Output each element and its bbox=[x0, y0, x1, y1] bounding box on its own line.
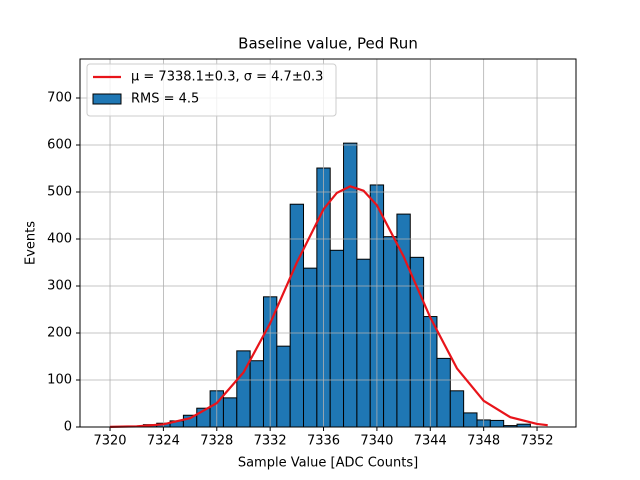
chart-title: Baseline value, Ped Run bbox=[238, 35, 418, 53]
legend-box bbox=[86, 63, 337, 117]
bar bbox=[356, 258, 371, 428]
y-tick-label: 700 bbox=[47, 91, 72, 106]
bar bbox=[249, 360, 264, 428]
y-tick-label: 600 bbox=[47, 138, 72, 153]
x-tick-label: 7340 bbox=[360, 434, 393, 449]
y-tick-label: 400 bbox=[47, 232, 72, 247]
bar bbox=[489, 419, 505, 428]
legend-label: RMS = 4.5 bbox=[131, 92, 199, 107]
y-tick-label: 100 bbox=[47, 373, 72, 388]
bar bbox=[303, 267, 318, 428]
x-tick-label: 7332 bbox=[254, 434, 287, 449]
y-tick-label: 500 bbox=[47, 185, 72, 200]
bar bbox=[409, 256, 425, 428]
bar bbox=[449, 390, 465, 428]
bar bbox=[463, 412, 478, 428]
x-tick-label: 7352 bbox=[520, 434, 553, 449]
y-tick-label: 0 bbox=[64, 420, 72, 435]
bar bbox=[383, 236, 398, 428]
bar bbox=[289, 203, 305, 428]
x-tick-label: 7324 bbox=[147, 434, 180, 449]
legend-swatch bbox=[92, 93, 122, 105]
x-tick-label: 7336 bbox=[307, 434, 340, 449]
fit-line bbox=[110, 185, 548, 428]
x-tick-label: 7344 bbox=[414, 434, 447, 449]
x-axis-label: Sample Value [ADC Counts] bbox=[238, 456, 418, 471]
y-tick-label: 200 bbox=[47, 326, 72, 341]
legend: μ = 7338.1±0.3, σ = 4.7±0.3 RMS = 4.5 bbox=[86, 63, 337, 117]
y-axis-label: Events bbox=[24, 221, 39, 265]
legend-label: μ = 7338.1±0.3, σ = 4.7±0.3 bbox=[131, 70, 323, 85]
plot-frame bbox=[79, 58, 577, 428]
bar bbox=[436, 357, 451, 428]
x-tick-label: 7348 bbox=[467, 434, 500, 449]
x-tick-label: 7320 bbox=[93, 434, 126, 449]
bar bbox=[222, 397, 238, 428]
y-tick-label: 300 bbox=[47, 279, 72, 294]
bar bbox=[329, 249, 345, 428]
bar bbox=[276, 345, 291, 428]
x-tick-label: 7328 bbox=[200, 434, 233, 449]
